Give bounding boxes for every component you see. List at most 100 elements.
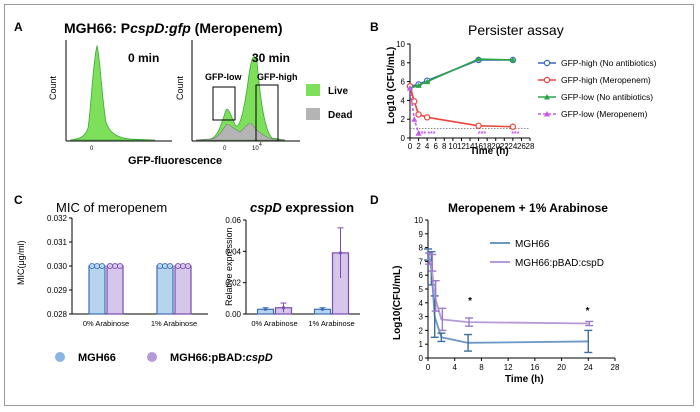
y-axis-label: Log10 (CFU/mL) — [386, 47, 397, 124]
data-point — [415, 130, 422, 136]
y-tick-label: 1 — [419, 340, 424, 349]
bar — [156, 265, 174, 315]
y-tick-label: 0.030 — [47, 262, 68, 271]
legend-marker — [544, 94, 550, 100]
legend-label: MGH66 — [515, 239, 550, 250]
live-distribution — [195, 56, 286, 141]
data-dot — [94, 262, 101, 269]
tick-label-ten: 10 — [252, 146, 259, 152]
x-axis-label: GFP-fluorescence — [128, 155, 222, 167]
tick-label-zero: 0 — [90, 146, 94, 152]
panel-d: D Meropenem + 1% Arabinose 0123456789100… — [370, 193, 620, 385]
y-tick-label: 0.028 — [47, 310, 68, 319]
panel-a-letter: A — [14, 20, 23, 34]
x-tick-label: 20 — [557, 363, 566, 372]
histogram-30min: GFP-low GFP-high 30 min Count 0 10 4 — [175, 40, 300, 152]
significance-marker: *** — [418, 131, 426, 138]
gate-high-box — [255, 84, 279, 142]
data-point — [475, 56, 482, 62]
y-tick-label: 2 — [419, 326, 424, 335]
legend-marker — [543, 59, 551, 67]
significance-marker: * — [468, 296, 472, 307]
chart-marks: *** *** *** *** — [406, 56, 520, 138]
expression-chart: 0.00 0.02 0.04 0.06 0% Arabinose 1% Arabinose — [225, 216, 360, 328]
data-point — [415, 111, 422, 118]
y-tick-label: 0.029 — [47, 286, 68, 295]
y-tick-label: 8 — [401, 59, 406, 68]
data-point — [407, 85, 413, 91]
x-tick-label: 6 — [433, 142, 438, 151]
x-tick-label: 0% Arabinose — [251, 319, 297, 328]
x-tick-label: 16 — [474, 142, 483, 151]
y-tick-label: 6 — [401, 78, 406, 87]
data-dot — [89, 262, 96, 269]
x-tick-label: 24 — [508, 142, 517, 151]
panel-c: C MIC of meropenem cspD expression 0.028… — [14, 193, 360, 364]
chart-title-mic: MIC of meropenem — [56, 200, 167, 215]
legend-label: GFP-low (Meropenem) — [561, 109, 648, 119]
data-dot — [112, 262, 119, 269]
data-point — [411, 98, 418, 105]
x-tick-label: 14 — [466, 142, 475, 151]
live-distribution — [69, 44, 156, 141]
x-tick-label: 24 — [584, 363, 593, 372]
panel-c-letter: C — [14, 193, 23, 207]
x-tick-label: 22 — [500, 142, 509, 151]
legend-dead-swatch — [306, 108, 320, 120]
data-dot — [99, 262, 106, 269]
x-tick-label: 18 — [483, 142, 492, 151]
data-dot — [174, 262, 181, 269]
chart-legend: GFP-high (No antibiotics) GFP-high (Merop… — [538, 58, 657, 119]
chart-legend: MGH66 MGH66:pBAD:cspD — [490, 239, 604, 269]
legend-live-swatch — [306, 84, 320, 96]
series-line — [409, 86, 513, 128]
data-dot — [166, 262, 173, 269]
gate-high-label: GFP-high — [257, 72, 298, 82]
x-tick-label: 1% Arabinose — [151, 319, 197, 328]
data-point — [509, 56, 516, 63]
y-axis-label: Count — [175, 75, 185, 100]
y-tick-label: 0.031 — [47, 238, 68, 247]
data-dot — [184, 262, 191, 269]
chart-title: Persister assay — [468, 22, 564, 38]
histogram-time-label: 0 min — [128, 51, 159, 65]
y-axis-label: Log10(CFU/mL) — [392, 266, 403, 340]
y-axis-label: Relative expression — [224, 227, 234, 306]
y-tick-label: 4 — [401, 96, 406, 105]
y-axis-label: MIC(μg/ml) — [16, 240, 26, 285]
significance-marker: *** — [478, 131, 486, 138]
y-tick-label: 0.032 — [47, 214, 68, 223]
y-tick-label: 0.04 — [225, 247, 241, 256]
data-dot — [161, 262, 168, 269]
data-point — [475, 122, 482, 129]
x-tick-label: 2 — [416, 142, 421, 151]
legend-label: GFP-high (Meropenem) — [561, 75, 651, 85]
legend-label: GFP-low (No antibiotics) — [561, 92, 653, 102]
chart-title-expression: cspD expression — [250, 200, 354, 215]
legend-dead-label: Dead — [328, 110, 352, 121]
x-tick-label: 0 — [408, 142, 413, 151]
data-point — [423, 114, 431, 121]
y-tick-label: 9 — [419, 230, 424, 239]
legend-pbad-label: MGH66:pBAD:cspD — [170, 352, 273, 364]
x-axis-label: Time (h) — [505, 374, 544, 385]
data-point — [509, 123, 517, 130]
panel-a: A MGH66: PcspD:gfp (Meropenem) 0 min Cou… — [14, 20, 352, 167]
y-tick-label: 4 — [419, 299, 424, 308]
x-tick-label: 4 — [425, 142, 430, 151]
dead-distribution — [195, 123, 286, 141]
x-tick-label: 28 — [611, 363, 620, 372]
x-tick-label: 12 — [504, 363, 513, 372]
legend-mgh66-label: MGH66 — [78, 352, 116, 364]
y-tick-label: 0 — [419, 354, 424, 363]
x-tick-label: 8 — [442, 142, 447, 151]
y-tick-label: 0.00 — [225, 310, 241, 319]
bar — [88, 265, 106, 315]
data-dot — [107, 262, 114, 269]
x-tick-label: 8 — [479, 363, 484, 372]
data-dot — [179, 262, 186, 269]
data-point — [411, 116, 418, 122]
y-tick-label: 5 — [419, 285, 424, 294]
x-tick-label: 26 — [517, 142, 526, 151]
